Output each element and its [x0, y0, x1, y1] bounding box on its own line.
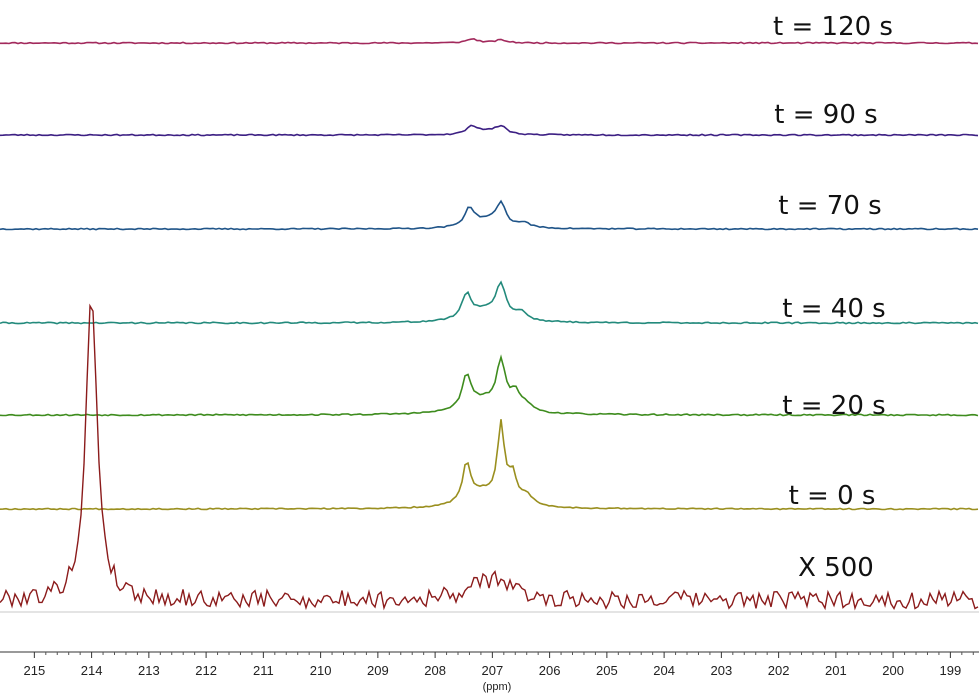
x-tick-label-4: 211 — [253, 663, 274, 678]
series-labels: t = 120 s t = 90 s t = 70 s t = 40 s t = 20 … — [773, 12, 893, 583]
x-tick-label-2: 213 — [138, 663, 160, 678]
series-label-1: t = 90 s — [774, 100, 877, 130]
series-label-0: t = 120 s — [773, 12, 893, 42]
x-tick-label-1: 214 — [81, 663, 103, 678]
series-layer — [0, 37, 979, 613]
x-tick-label-5: 210 — [310, 663, 332, 678]
series-line-5 — [0, 419, 979, 511]
series-label-5: t = 0 s — [789, 481, 876, 511]
x-tick-label-7: 208 — [424, 663, 446, 678]
x-tick-label-8: 207 — [482, 663, 504, 678]
x-tick-label-11: 204 — [653, 663, 675, 678]
series-line-1 — [0, 124, 979, 137]
series-label-6: X 500 — [798, 553, 874, 583]
series-line-6 — [0, 303, 979, 611]
series-line-2 — [0, 199, 979, 231]
x-axis-title: (ppm) — [483, 681, 512, 693]
x-tick-label-10: 205 — [596, 663, 618, 678]
series-line-3 — [0, 280, 979, 325]
x-tick-label-16: 199 — [940, 663, 962, 678]
x-axis: 215 214 213 212 211 210 209 208 207 206 205 204 203 2… — [0, 651, 979, 693]
x-tick-label-9: 206 — [539, 663, 561, 678]
x-tick-label-15: 200 — [882, 663, 904, 678]
x-tick-label-13: 202 — [768, 663, 790, 678]
x-tick-label-3: 212 — [195, 663, 217, 678]
x-axis-ticks: 215 214 213 212 211 210 209 208 207 206 205 204 203 2… — [23, 652, 974, 678]
x-tick-label-12: 203 — [711, 663, 733, 678]
x-tick-label-6: 209 — [367, 663, 389, 678]
x-tick-label-14: 201 — [825, 663, 847, 678]
series-label-4: t = 20 s — [782, 391, 885, 421]
series-line-0 — [0, 37, 979, 45]
series-label-2: t = 70 s — [778, 191, 881, 221]
series-label-3: t = 40 s — [782, 294, 885, 324]
series-line-4 — [0, 354, 979, 417]
x-tick-label-0: 215 — [23, 663, 45, 678]
